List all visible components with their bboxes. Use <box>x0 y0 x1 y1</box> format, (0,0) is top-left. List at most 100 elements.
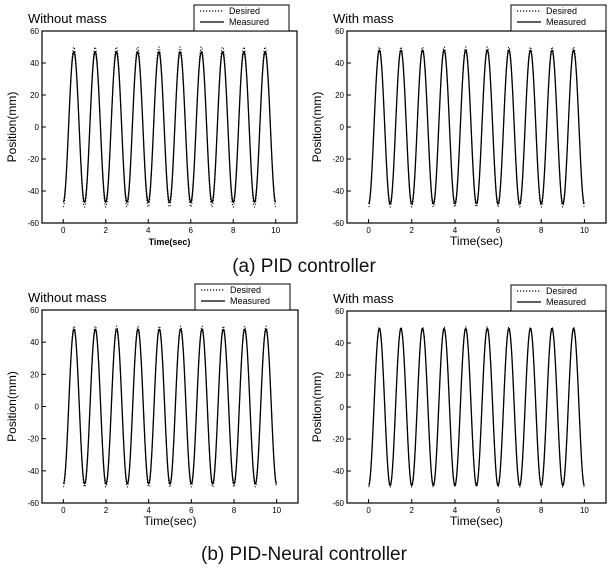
x-tick-label: 2 <box>104 506 109 515</box>
plot-frame <box>346 310 607 504</box>
x-tick-label: 6 <box>189 226 194 235</box>
series-line-measured <box>368 327 585 487</box>
y-tick-label: 60 <box>30 27 39 36</box>
chart-panel-3: -60 -40 -20 0 20 40 60 0 2 4 6 8 10 Time(sec) Position… <box>5 283 299 528</box>
legend-label-desired: Desired <box>230 285 261 295</box>
legend-box <box>510 4 607 32</box>
x-tick-label: 0 <box>61 506 66 515</box>
caption-pid: (a) PID controller <box>232 256 376 277</box>
legend-label-measured: Measured <box>230 296 270 306</box>
x-tick-label: 6 <box>189 506 194 515</box>
x-tick-label: 10 <box>271 226 280 235</box>
plot-frame <box>346 30 607 224</box>
x-tick-label: 0 <box>366 226 371 235</box>
chart-panel-1: -60 -40 -20 0 20 40 60 0 2 4 6 8 10 Time(sec) Position… <box>5 4 298 247</box>
legend-label-measured: Measured <box>229 17 269 27</box>
y-tick-label: 0 <box>35 403 40 412</box>
y-tick-label: 0 <box>340 123 345 132</box>
x-tick-label: 10 <box>580 226 589 235</box>
legend-box <box>193 4 290 32</box>
chart-panel-2: -60 -40 -20 0 20 40 60 0 2 4 6 8 10 Time(sec) Position… <box>310 4 607 248</box>
x-tick-label: 10 <box>580 506 589 515</box>
x-tick-label: 2 <box>410 506 415 515</box>
y-tick-label: -40 <box>332 187 344 196</box>
y-tick-label: 20 <box>335 371 344 380</box>
series-line-desired <box>63 325 277 488</box>
x-tick-label: 6 <box>496 506 501 515</box>
chart-title: Without mass <box>28 290 107 305</box>
x-axis-label: Time(sec) <box>149 237 191 247</box>
legend-box <box>194 283 291 311</box>
chart-title: With mass <box>333 11 394 26</box>
series-line-desired <box>62 46 277 208</box>
y-axis-label: Position(mm) <box>310 92 324 163</box>
y-tick-label: 60 <box>30 306 39 315</box>
x-tick-label: 0 <box>366 506 371 515</box>
x-tick-label: 2 <box>410 226 415 235</box>
y-tick-label: 40 <box>30 338 39 347</box>
series-line-desired <box>368 46 585 208</box>
y-axis-label: Position(mm) <box>5 371 19 442</box>
series-line-measured <box>62 51 277 203</box>
plot-frame <box>41 30 298 224</box>
y-tick-label: 20 <box>335 91 344 100</box>
legend-label-desired: Desired <box>546 286 577 296</box>
y-axis-label: Position(mm) <box>5 92 19 163</box>
legend-label-desired: Desired <box>546 6 577 16</box>
y-axis-label: Position(mm) <box>310 372 324 443</box>
x-tick-label: 8 <box>232 506 237 515</box>
y-tick-label: -60 <box>332 499 344 508</box>
x-tick-label: 8 <box>539 226 544 235</box>
y-tick-label: 40 <box>335 339 344 348</box>
series-line-measured <box>368 49 585 205</box>
x-tick-label: 10 <box>272 506 281 515</box>
y-tick-label: -40 <box>27 187 39 196</box>
x-tick-label: 2 <box>104 226 109 235</box>
y-tick-label: 40 <box>30 59 39 68</box>
x-tick-label: 8 <box>231 226 236 235</box>
chart-title: Without mass <box>28 11 107 26</box>
y-tick-label: -60 <box>332 219 344 228</box>
x-axis-label: Time(sec) <box>450 234 503 248</box>
y-tick-label: 0 <box>35 123 40 132</box>
series-line-desired <box>368 326 585 488</box>
x-axis-label: Time(sec) <box>144 514 197 528</box>
y-tick-label: -20 <box>27 435 39 444</box>
y-tick-label: -20 <box>332 155 344 164</box>
legend-box <box>510 284 607 312</box>
y-tick-label: 40 <box>335 59 344 68</box>
legend-label-desired: Desired <box>229 6 260 16</box>
x-tick-label: 8 <box>539 506 544 515</box>
y-tick-label: -20 <box>332 435 344 444</box>
legend-label-measured: Measured <box>546 297 586 307</box>
x-tick-label: 4 <box>146 226 151 235</box>
legend-label-measured: Measured <box>546 17 586 27</box>
y-tick-label: 0 <box>340 403 345 412</box>
y-tick-label: -60 <box>27 219 39 228</box>
chart-panel-4: -60 -40 -20 0 20 40 60 0 2 4 6 8 10 Time(sec) Position… <box>310 284 607 528</box>
x-axis-label: Time(sec) <box>450 514 503 528</box>
y-tick-label: 20 <box>30 91 39 100</box>
x-tick-label: 4 <box>453 506 458 515</box>
y-tick-label: 60 <box>335 27 344 36</box>
x-tick-label: 4 <box>146 506 151 515</box>
y-tick-label: -20 <box>27 155 39 164</box>
caption-pid-neural: (b) PID-Neural controller <box>201 544 407 565</box>
y-tick-label: 20 <box>30 370 39 379</box>
x-tick-label: 0 <box>61 226 66 235</box>
x-tick-label: 4 <box>453 226 458 235</box>
y-tick-label: 60 <box>335 307 344 316</box>
series-line-measured <box>62 328 278 485</box>
y-tick-label: -40 <box>332 467 344 476</box>
y-tick-label: -60 <box>27 499 39 508</box>
y-tick-label: -40 <box>27 467 39 476</box>
x-tick-label: 6 <box>496 226 501 235</box>
plot-frame <box>41 309 299 504</box>
chart-title: With mass <box>333 291 394 306</box>
